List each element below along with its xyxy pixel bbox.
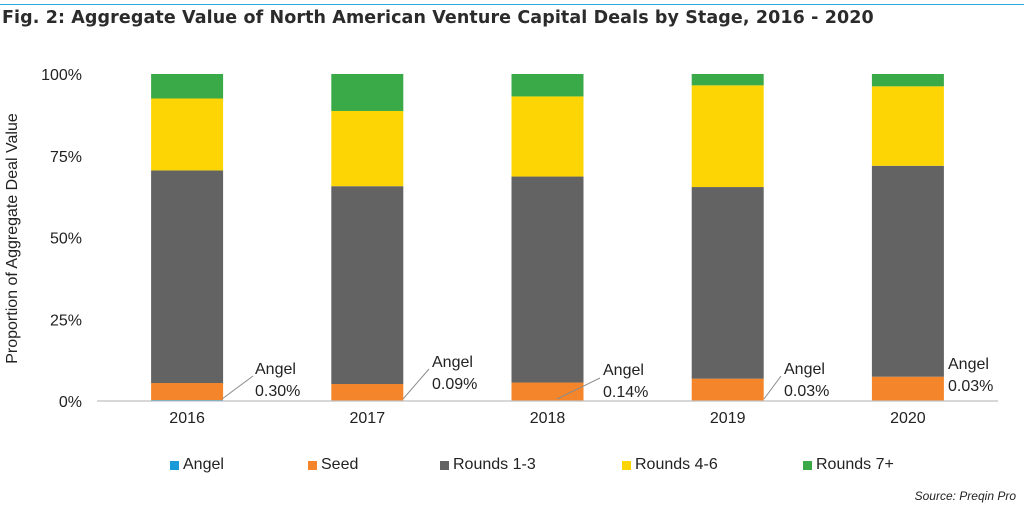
- legend-item: Rounds 1-3: [440, 456, 536, 474]
- annotation-label: Angel: [432, 354, 473, 371]
- legend-item: Angel: [170, 456, 224, 474]
- annotation-value: 0.03%: [948, 378, 993, 395]
- bar-segment-rounds-4-6-2016: [151, 98, 224, 171]
- bar-segment-rounds-4-6-2018: [511, 96, 584, 177]
- y-tick-label: 100%: [41, 67, 82, 84]
- x-tick-label: 2019: [710, 410, 746, 427]
- bar-segment-seed-2016: [151, 383, 224, 401]
- x-tick-label: 2016: [169, 410, 205, 427]
- legend-swatch: [440, 460, 449, 470]
- y-axis-label: Proportion of Aggregate Deal Value: [4, 113, 21, 364]
- annotation-value: 0.09%: [432, 376, 477, 393]
- bar-segment-rounds-7--2019: [691, 74, 764, 86]
- legend-item: Seed: [308, 456, 358, 474]
- legend-swatch: [622, 460, 631, 470]
- bar-segment-rounds-7--2018: [511, 74, 584, 97]
- y-tick-label: 50%: [50, 231, 82, 248]
- chart-legend: Angel Seed Rounds 1-3 Rounds 4-6 Rounds 7+: [0, 456, 1024, 478]
- legend-item: Rounds 4-6: [622, 456, 718, 474]
- annotation-label: Angel: [784, 361, 825, 378]
- annotation-label: Angel: [603, 362, 644, 379]
- annotation-label: Angel: [948, 356, 989, 373]
- annotation-value: 0.03%: [784, 383, 829, 400]
- annotation-value: 0.30%: [255, 383, 300, 400]
- bar-segment-rounds-7--2016: [151, 74, 224, 99]
- y-tick-label: 25%: [50, 312, 82, 329]
- legend-label: Rounds 1-3: [453, 456, 536, 473]
- legend-swatch: [170, 460, 179, 470]
- bar-segment-rounds-4-6-2020: [871, 86, 944, 166]
- legend-label: Seed: [321, 456, 359, 473]
- annotation-value: 0.14%: [603, 384, 648, 401]
- x-tick-label: 2017: [350, 410, 386, 427]
- bar-segment-rounds-1-3-2016: [151, 170, 224, 384]
- annotation-leader-line: [221, 375, 254, 400]
- legend-label: Rounds 7+: [816, 456, 894, 473]
- bar-segment-seed-2020: [871, 376, 944, 401]
- bar-segment-rounds-4-6-2017: [331, 110, 404, 187]
- title-rule: [0, 4, 1024, 5]
- bar-segment-rounds-1-3-2018: [511, 176, 584, 383]
- bar-segment-rounds-1-3-2019: [691, 187, 764, 379]
- annotation-leader-line: [402, 368, 430, 400]
- legend-item: Rounds 7+: [803, 456, 894, 474]
- bar-segment-rounds-1-3-2017: [331, 186, 404, 385]
- y-tick-label: 75%: [50, 149, 82, 166]
- legend-label: Rounds 4-6: [635, 456, 718, 473]
- bar-segment-rounds-7--2020: [871, 74, 944, 87]
- legend-swatch: [308, 460, 317, 470]
- annotation-leader-line: [556, 377, 601, 400]
- annotation-label: Angel: [255, 361, 296, 378]
- y-tick-label: 0%: [59, 394, 82, 411]
- bar-segment-rounds-4-6-2019: [691, 85, 764, 188]
- chart-title: Fig. 2: Aggregate Value of North America…: [2, 8, 874, 28]
- bar-segment-rounds-1-3-2020: [871, 165, 944, 377]
- legend-swatch: [803, 460, 812, 470]
- x-tick-label: 2018: [530, 410, 566, 427]
- bar-segment-seed-2018: [511, 382, 584, 401]
- source-note: Source: Preqin Pro: [914, 489, 1016, 503]
- x-tick-label: 2020: [890, 410, 926, 427]
- bar-segment-rounds-7--2017: [331, 74, 404, 111]
- bar-segment-seed-2019: [691, 378, 764, 401]
- legend-label: Angel: [183, 456, 224, 473]
- annotation-leader-line: [763, 375, 782, 400]
- bar-segment-seed-2017: [331, 384, 404, 401]
